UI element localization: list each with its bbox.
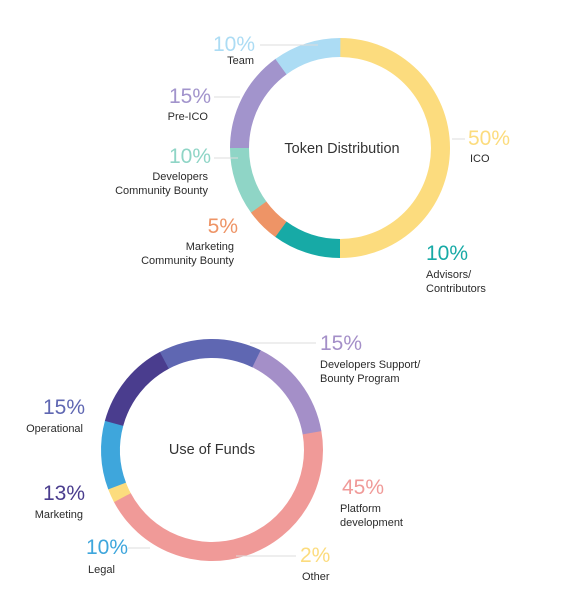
pct-label-marketing: 13% xyxy=(43,482,85,505)
slice-label-team: Team xyxy=(227,55,254,67)
pct-label-marketing-community-bounty: 5% xyxy=(208,215,238,238)
slice-marketing-community-bounty xyxy=(250,201,287,237)
pct-label-pre-ico: 15% xyxy=(169,85,211,108)
token-distribution-chart: 50% ICO 10% Advisors/Contributors 5% Marketin… xyxy=(115,33,510,295)
pct-label-platform-development: 45% xyxy=(342,476,384,499)
chart-title-use-of-funds: Use of Funds xyxy=(169,442,255,458)
use-of-funds-chart: 45% Platform development 2% Other 10% Legal 13%… xyxy=(26,332,421,583)
pct-label-ico: 50% xyxy=(468,127,510,150)
pct-label-legal: 10% xyxy=(86,536,128,559)
slice-label-ico: ICO xyxy=(470,153,490,165)
slice-platform-development xyxy=(113,430,323,562)
slice-ico xyxy=(339,38,451,259)
slice-label-platform-development: Platform development xyxy=(340,503,403,529)
chart-title-token-distribution: Token Distribution xyxy=(284,141,399,157)
slice-label-operational: Operational xyxy=(26,423,83,435)
slice-legal xyxy=(101,420,126,490)
pct-label-developers-support-bounty-program: 15% xyxy=(320,332,362,355)
slice-pre-ico xyxy=(230,58,287,149)
pct-label-operational: 15% xyxy=(43,396,85,419)
slice-developers-community-bounty xyxy=(230,147,267,213)
slice-team xyxy=(275,38,341,75)
slice-advisors-contributors xyxy=(275,221,340,258)
slice-label-marketing: Marketing xyxy=(35,509,83,521)
pct-label-team: 10% xyxy=(213,33,255,56)
slice-label-marketing-community-bounty: Marketing Community Bounty xyxy=(141,241,234,267)
slice-label-legal: Legal xyxy=(88,564,115,576)
slice-developers-support-bounty-program xyxy=(252,350,322,435)
slice-operational xyxy=(159,339,262,369)
pct-label-other: 2% xyxy=(300,544,330,567)
slice-marketing xyxy=(104,351,170,426)
pct-label-developers-community-bounty: 10% xyxy=(169,145,211,168)
slice-label-developers-support-bounty-program: Developers Support/Bounty Program xyxy=(320,359,421,385)
slice-label-advisors-contributors: Advisors/Contributors xyxy=(426,269,486,295)
slice-label-pre-ico: Pre-ICO xyxy=(168,111,209,123)
slice-label-developers-community-bounty: Developers Community Bounty xyxy=(115,171,208,197)
pct-label-advisors-contributors: 10% xyxy=(426,242,468,265)
slice-label-other: Other xyxy=(302,571,330,583)
